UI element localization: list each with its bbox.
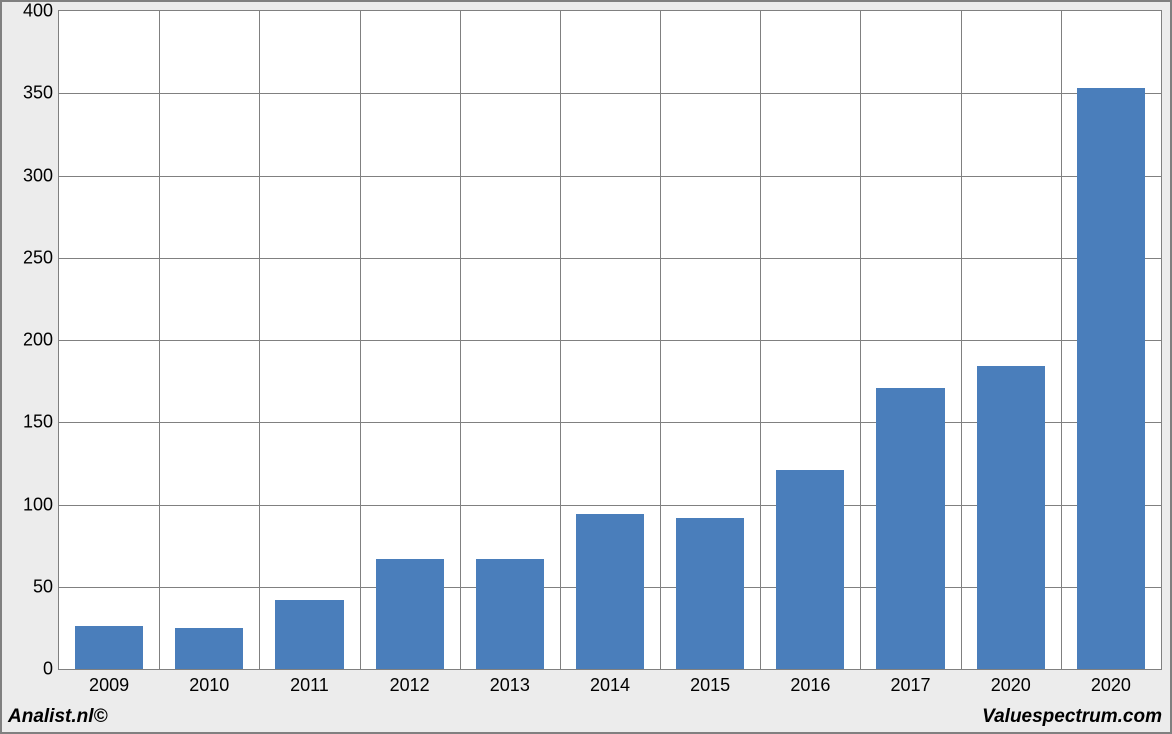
x-tick-label: 2011 xyxy=(290,669,329,696)
grid-line-v xyxy=(1061,11,1062,669)
y-tick-label: 150 xyxy=(23,412,59,433)
x-tick-label: 2015 xyxy=(690,669,730,696)
grid-line-v xyxy=(660,11,661,669)
y-tick-label: 0 xyxy=(43,659,59,680)
bar xyxy=(476,559,544,669)
x-tick-label: 2020 xyxy=(991,669,1031,696)
grid-line-v xyxy=(560,11,561,669)
grid-line-h xyxy=(59,176,1161,177)
x-tick-label: 2012 xyxy=(390,669,430,696)
x-tick-label: 2014 xyxy=(590,669,630,696)
plot-area: 0501001502002503003504002009201020112012… xyxy=(58,10,1162,670)
grid-line-v xyxy=(460,11,461,669)
x-tick-label: 2010 xyxy=(189,669,229,696)
bar xyxy=(676,518,744,669)
bar xyxy=(776,470,844,669)
grid-line-v xyxy=(159,11,160,669)
y-tick-label: 50 xyxy=(33,576,59,597)
x-tick-label: 2016 xyxy=(790,669,830,696)
footer-left-label: Analist.nl© xyxy=(8,706,108,728)
bar xyxy=(175,628,243,669)
footer-right-label: Valuespectrum.com xyxy=(982,706,1162,728)
x-tick-label: 2017 xyxy=(891,669,931,696)
bar xyxy=(376,559,444,669)
grid-line-v xyxy=(860,11,861,669)
y-tick-label: 200 xyxy=(23,330,59,351)
bar xyxy=(275,600,343,669)
x-tick-label: 2020 xyxy=(1091,669,1131,696)
grid-line-h xyxy=(59,340,1161,341)
grid-line-h xyxy=(59,93,1161,94)
bar xyxy=(1077,88,1145,669)
grid-line-v xyxy=(760,11,761,669)
y-tick-label: 350 xyxy=(23,83,59,104)
grid-line-v xyxy=(961,11,962,669)
y-tick-label: 300 xyxy=(23,165,59,186)
bar xyxy=(75,626,143,669)
chart-container: 0 50 100 150 200 250 300 350 400 2009 2010 2011 2012… xyxy=(0,0,1172,734)
y-tick-label: 250 xyxy=(23,247,59,268)
grid-line-v xyxy=(360,11,361,669)
y-tick-label: 400 xyxy=(23,1,59,22)
x-tick-label: 2013 xyxy=(490,669,530,696)
bar xyxy=(977,366,1045,669)
grid-line-v xyxy=(259,11,260,669)
bar xyxy=(576,514,644,669)
x-tick-label: 2009 xyxy=(89,669,129,696)
grid-line-h xyxy=(59,258,1161,259)
y-tick-label: 100 xyxy=(23,494,59,515)
bar xyxy=(876,388,944,669)
